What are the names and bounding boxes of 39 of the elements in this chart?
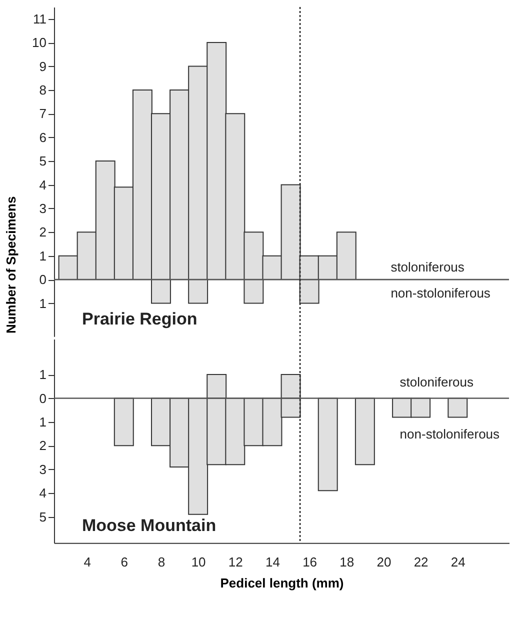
x-tick-label: 8 bbox=[158, 554, 166, 570]
annotation: non-stoloniferous bbox=[390, 286, 491, 301]
x-tick-label: 18 bbox=[340, 554, 354, 570]
x-tick-label: 6 bbox=[120, 554, 128, 570]
y-tick-label: 1 bbox=[39, 414, 46, 430]
y-tick-label: 1 bbox=[39, 248, 46, 264]
y-tick-label: 0 bbox=[39, 390, 46, 406]
x-tick-label: 10 bbox=[191, 554, 206, 570]
annotation: stoloniferous bbox=[390, 260, 465, 275]
x-tick-label: 12 bbox=[228, 554, 243, 570]
x-tick-label: 22 bbox=[414, 554, 428, 570]
y-tick-label: 0 bbox=[39, 272, 46, 288]
x-tick-label: 4 bbox=[84, 554, 91, 570]
y-tick-label: 8 bbox=[39, 82, 46, 98]
y-axis-title: Number of Specimens bbox=[4, 196, 18, 334]
x-tick-label: 24 bbox=[450, 554, 466, 570]
text: Prairie Region bbox=[82, 309, 198, 328]
x-tick-label: 16 bbox=[302, 554, 318, 570]
y-tick-label: 10 bbox=[32, 35, 46, 50]
y-tick-label: 2 bbox=[39, 224, 46, 240]
y-tick-label: 3 bbox=[39, 200, 46, 216]
text: Moose Mountain bbox=[82, 516, 216, 535]
y-tick-label: 5 bbox=[39, 509, 46, 524]
x-axis-title: Pedicel length (mm) bbox=[220, 575, 344, 590]
y-tick-label: 6 bbox=[39, 130, 46, 145]
y-tick-label: 1 bbox=[39, 367, 46, 382]
x-tick-label: 14 bbox=[265, 554, 280, 570]
annotation: stoloniferous bbox=[400, 374, 474, 390]
y-tick-label: 7 bbox=[39, 106, 46, 122]
y-tick-label: 5 bbox=[39, 154, 46, 169]
y-tick-label: 4 bbox=[39, 177, 46, 192]
annotation: non-stoloniferous bbox=[400, 426, 500, 442]
y-tick-label: 3 bbox=[39, 462, 46, 477]
y-tick-label: 1 bbox=[39, 296, 46, 311]
x-tick-label: 20 bbox=[376, 554, 392, 570]
y-tick-label: 11 bbox=[33, 11, 46, 26]
y-tick-label: 2 bbox=[39, 438, 46, 454]
y-tick-label: 9 bbox=[39, 58, 46, 74]
y-tick-label: 4 bbox=[39, 486, 46, 501]
